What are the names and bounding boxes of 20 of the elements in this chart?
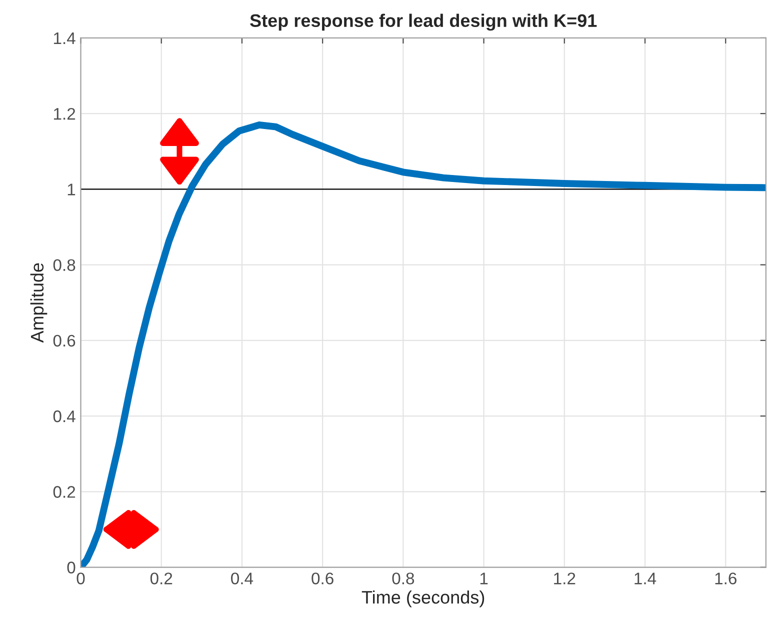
y-tick-label: 0.4 <box>53 410 76 422</box>
y-tick-label: 1.2 <box>54 108 76 120</box>
x-tick-label: 0.4 <box>231 572 254 584</box>
y-tick-label: 1 <box>68 184 76 196</box>
y-tick-label: 1.4 <box>54 32 76 44</box>
chart-title: Step response for lead design with K=91 <box>250 14 597 31</box>
x-tick-label: 0 <box>76 572 85 584</box>
x-tick-label: 1.6 <box>715 572 736 584</box>
x-axis-title: Time (seconds) <box>362 590 484 608</box>
x-tick-label: 1.2 <box>554 572 576 584</box>
x-tick-label: 1.4 <box>634 572 656 584</box>
x-tick-label: 1 <box>480 572 488 584</box>
x-tick-label: 0.8 <box>392 572 414 584</box>
y-tick-label: 0 <box>67 562 76 574</box>
y-axis-title: Amplitude <box>30 263 48 343</box>
y-tick-label: 0.6 <box>53 334 76 347</box>
x-tick-label: 0.6 <box>312 572 334 584</box>
x-tick-label: 0.2 <box>150 572 172 584</box>
y-tick-label: 0.2 <box>53 486 76 498</box>
y-tick-label: 0.8 <box>53 259 76 271</box>
